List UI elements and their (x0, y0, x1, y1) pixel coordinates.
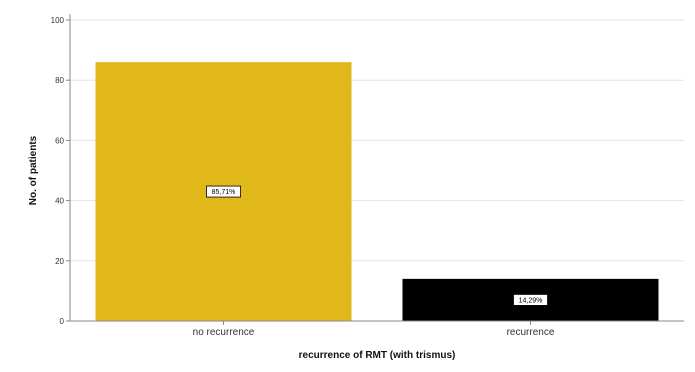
x-tick-label: recurrence (507, 327, 555, 338)
data-label-box (206, 185, 241, 198)
data-label: 14,29% (519, 297, 543, 304)
bars (95, 62, 659, 321)
x-axis-ticks: no recurrence recurrence (193, 321, 555, 338)
data-labels: 85,71% 14,29% (206, 185, 548, 306)
y-tick-label: 80 (55, 76, 64, 85)
y-tick-label: 40 (55, 197, 64, 206)
y-axis-title: No. of patients (28, 135, 39, 205)
y-tick-label: 0 (60, 317, 65, 326)
x-tick-label: no recurrence (193, 327, 255, 338)
data-label-box (513, 294, 548, 306)
y-tick-label: 100 (51, 16, 65, 25)
y-axis-ticks: 0 20 40 60 80 100 (51, 16, 70, 326)
y-tick-label: 60 (55, 136, 64, 145)
data-label: 85,71% (212, 189, 236, 196)
x-axis-title: recurrence of RMT (with trismus) (299, 350, 456, 361)
y-tick-label: 20 (55, 257, 64, 266)
